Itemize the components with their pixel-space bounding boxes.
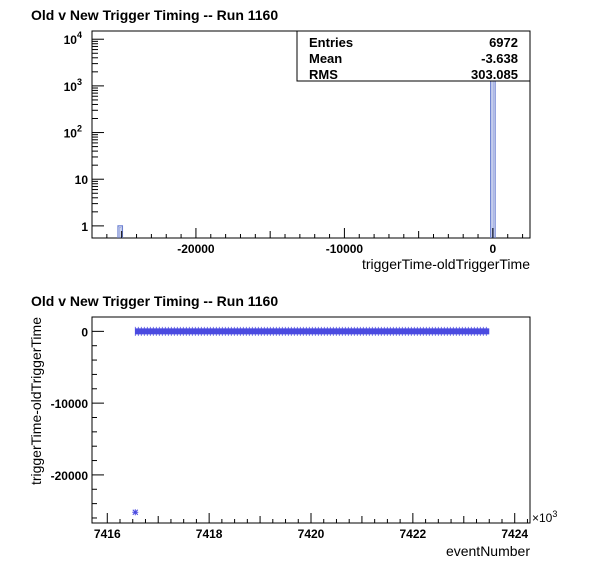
scatter-x-tick-label: 7424 <box>501 527 528 541</box>
scatter-y-tick-label: -20000 <box>51 469 89 483</box>
histogram-y-tick-base: 10 <box>64 127 78 141</box>
histogram-y-tick-base: 10 <box>64 33 78 47</box>
scatter-title: Old v New Trigger Timing -- Run 1160 <box>31 293 279 309</box>
scatter-y-tick-label: 0 <box>81 325 88 339</box>
scatter-y-axis-label: triggerTime-oldTriggerTime <box>28 317 44 485</box>
scatter-x-exponent: ×103 <box>532 509 557 525</box>
histogram-y-tick-base: 10 <box>64 80 78 94</box>
histogram-y-tick-label: 103 <box>64 77 82 94</box>
stats-value: 6972 <box>489 35 518 50</box>
stats-label: Entries <box>309 35 353 50</box>
histogram-x-axis-label: triggerTime-oldTriggerTime <box>362 256 530 272</box>
scatter-points <box>132 326 490 516</box>
histogram-y-tick-label: 10 <box>75 173 89 187</box>
histogram-x-tick-label: -10000 <box>326 242 364 256</box>
histogram-y-tick-exponent: 4 <box>77 30 82 40</box>
histogram-y-tick-exponent: 3 <box>77 77 82 87</box>
histogram-x-axis: -20000 -10000 0 <box>91 228 524 256</box>
stats-label: RMS <box>309 67 338 82</box>
scatter-y-axis: -20000 -10000 0 <box>51 316 104 519</box>
stats-value: 303.085 <box>471 67 518 82</box>
histogram-x-tick-label: -20000 <box>177 242 215 256</box>
histogram-y-tick-label: 1 <box>81 220 88 234</box>
histogram-y-tick-exponent: 2 <box>77 124 82 134</box>
scatter-outlier-point <box>132 509 139 516</box>
scatter-frame <box>91 316 531 524</box>
stats-box-frame <box>296 30 531 82</box>
histogram-x-tick-label: 0 <box>490 242 497 256</box>
scatter-x-axis: 7416 7418 7420 7422 7424 <box>94 513 528 541</box>
scatter-x-tick-label: 7422 <box>400 527 427 541</box>
histogram-bar <box>117 225 124 238</box>
scatter-x-tick-label: 7420 <box>298 527 325 541</box>
stats-rows: Entries 6972 Mean -3.638 RMS 303.085 <box>309 35 518 82</box>
histogram-title: Old v New Trigger Timing -- Run 1160 <box>31 7 279 23</box>
histogram-bar-inner <box>119 226 122 238</box>
histogram-y-tick-label: 102 <box>64 124 82 141</box>
scatter-x-axis-label: eventNumber <box>446 543 530 559</box>
stats-label: Mean <box>309 51 342 66</box>
scatter-y-tick-label: -10000 <box>51 397 89 411</box>
histogram-y-tick-label: 104 <box>64 30 82 47</box>
scatter-x-tick-label: 7418 <box>196 527 223 541</box>
stats-value: -3.638 <box>481 51 518 66</box>
stats-box: Entries 6972 Mean -3.638 RMS 303.085 <box>296 30 531 82</box>
scatter-x-tick-label: 7416 <box>94 527 121 541</box>
